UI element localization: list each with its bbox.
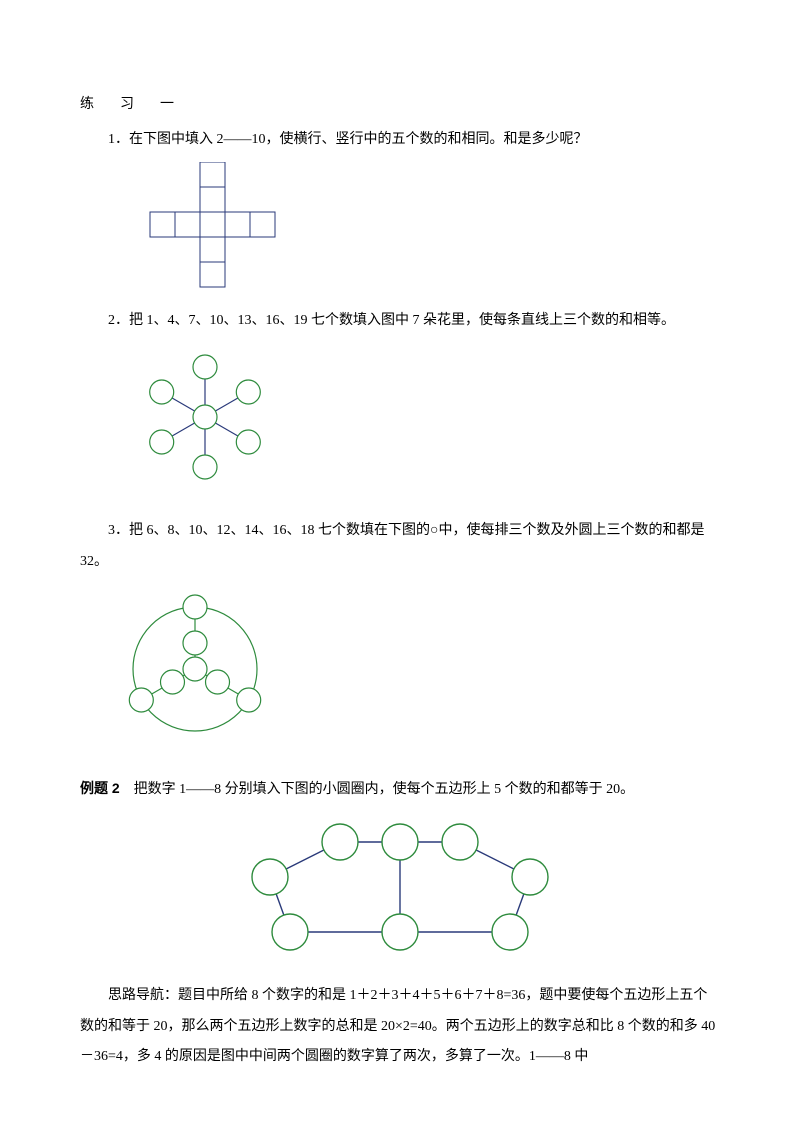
figure-1-cross-grid xyxy=(80,162,720,292)
figure-3-circle-spokes xyxy=(80,584,720,759)
example-2-label: 例题 2 xyxy=(80,780,120,796)
question-2: 2．把 1、4、7、10、13、16、19 七个数填入图中 7 朵花里，使每条直… xyxy=(80,306,720,337)
figure-2-star-flowers xyxy=(80,342,720,502)
question-1: 1．在下图中填入 2——10，使横行、竖行中的五个数的和相同。和是多少呢？ xyxy=(80,125,720,156)
question-3: 3．把 6、8、10、12、14、16、18 七个数填在下图的○中，使每排三个数… xyxy=(80,516,720,578)
example-2-text: 把数字 1——8 分别填入下图的小圆圈内，使每个五边形上 5 个数的和都等于 2… xyxy=(120,782,635,797)
example-2: 例题 2 把数字 1——8 分别填入下图的小圆圈内，使每个五边形上 5 个数的和… xyxy=(80,773,720,806)
practice-heading: 练 习 一 xyxy=(80,90,720,121)
figure-4-two-pentagons xyxy=(200,812,720,967)
solution-guide: 思路导航：题目中所给 8 个数字的和是 1＋2＋3＋4＋5＋6＋7＋8=36，题… xyxy=(80,981,720,1073)
solution-label: 思路导航： xyxy=(108,988,178,1003)
